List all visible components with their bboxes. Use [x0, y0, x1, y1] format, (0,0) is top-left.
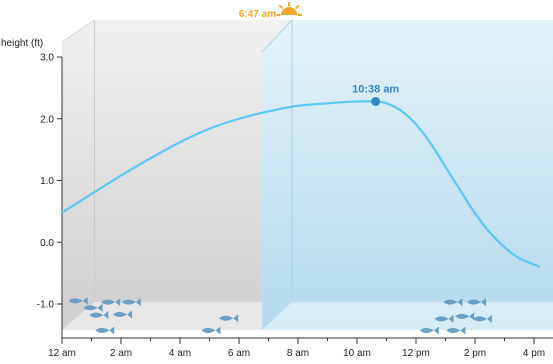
x-ticks: 12 am 2 am 4 am 6 am 8 am 10 am 12 pm 2 pm 4 pm [48, 337, 553, 359]
high-tide-annotation[interactable]: 10:38 am [352, 83, 399, 106]
y-axis-title: height (ft) [1, 38, 43, 49]
y-ticks: 3.0 2.0 1.0 0.0 -1.0 [37, 53, 62, 311]
fish-body [446, 326, 466, 335]
day-floor [262, 302, 553, 330]
fish-body [472, 314, 492, 323]
fish-body [443, 298, 463, 307]
fish-icon [434, 314, 454, 323]
fish-body [455, 312, 475, 321]
fish-icon [68, 296, 88, 305]
fish-body [434, 314, 454, 323]
fish-icon [446, 326, 466, 335]
fish-body [95, 326, 115, 335]
tide-height-line [61, 100, 541, 268]
night-panel-top-edge [61, 19, 95, 43]
fish-body [89, 311, 109, 320]
y-tick-label: 2.0 [40, 114, 54, 125]
fish-body [121, 298, 141, 307]
y-tick-label: 1.0 [40, 176, 54, 187]
x-tick-label: 4 pm [523, 348, 545, 359]
fish-body [101, 298, 121, 307]
y-tick-label: 0.0 [40, 238, 54, 249]
sunrise-annotation: 6:47 am [239, 2, 303, 20]
fish-icon [101, 298, 121, 307]
sun-ray [279, 5, 283, 9]
high-tide-point[interactable] [371, 96, 381, 106]
x-tick-label: 12 pm [402, 348, 430, 359]
sun-ray [295, 5, 300, 9]
fish-body [201, 326, 221, 335]
x-tick-label: 2 pm [464, 348, 486, 359]
fish-icon [443, 298, 463, 307]
night-panel [62, 20, 293, 330]
axes: height (ft) [1, 38, 63, 338]
fish-body [467, 298, 486, 307]
y-tick-label: 3.0 [40, 53, 54, 64]
fish-body [113, 310, 132, 319]
x-tick-label: 2 am [110, 348, 132, 359]
fish-icon [219, 314, 239, 323]
fish-icon [83, 303, 103, 312]
fish-icon [467, 298, 486, 307]
x-tick-label: 12 am [48, 348, 76, 359]
x-tick-label: 10 am [343, 348, 371, 359]
fish-icon [113, 310, 132, 319]
x-tick-label: 6 am [228, 348, 250, 359]
fish-icon [121, 298, 141, 307]
fish-icon [419, 326, 439, 335]
fish-icon [455, 312, 475, 321]
fish-icons [68, 296, 492, 335]
x-tick-label: 8 am [287, 348, 309, 359]
day-panel-top-edge [261, 19, 293, 53]
fish-icon [472, 314, 492, 323]
background-panels [61, 19, 553, 330]
fish-body [419, 326, 439, 335]
fish-icon [89, 311, 109, 320]
sunrise-time-label: 6:47 am [239, 9, 276, 20]
fish-body [83, 303, 103, 312]
fish-icon [201, 326, 221, 335]
day-panel [262, 20, 553, 330]
y-tick-label: -1.0 [37, 300, 55, 311]
night-floor [62, 302, 263, 330]
x-tick-label: 4 am [169, 348, 191, 359]
sun-half-disc [281, 7, 298, 15]
high-tide-time-label: 10:38 am [352, 83, 399, 95]
fish-icon [95, 326, 115, 335]
fish-body [219, 314, 239, 323]
sunrise-icon [276, 2, 303, 16]
fish-body [68, 296, 88, 305]
